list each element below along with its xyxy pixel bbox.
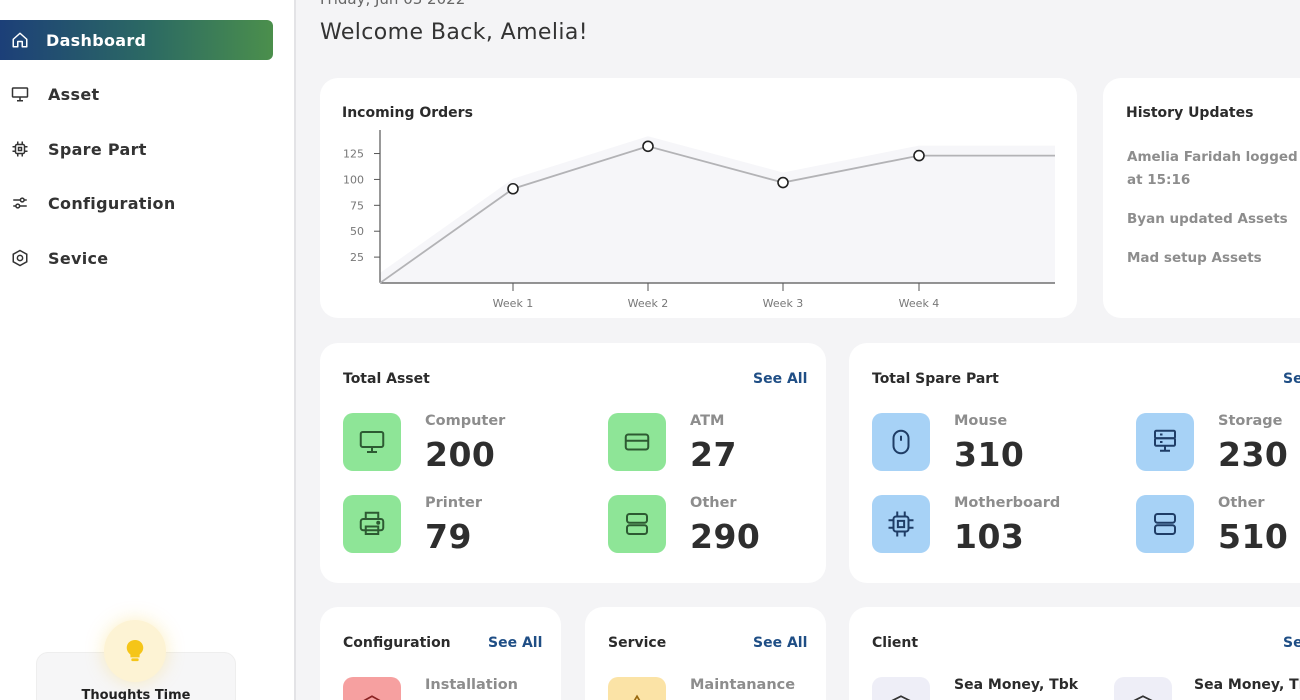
sidebar-item-label: Asset [48, 84, 100, 104]
lightbulb-icon [104, 620, 166, 682]
sidebar: Dashboard Asset Spare Part Configuration… [0, 0, 296, 700]
computer-stat-icon [343, 413, 401, 471]
stat-value: 103 [954, 517, 1025, 556]
total-asset-title: Total Asset [343, 371, 430, 387]
stat-label: Maintanance [690, 677, 796, 693]
sidebar-item-asset[interactable]: Asset [0, 74, 273, 114]
server-icon [608, 495, 666, 553]
stat-label: Mouse [954, 413, 1008, 429]
service-title: Service [608, 635, 667, 651]
data-point [642, 140, 654, 153]
history-item: Amelia Faridah logged at 15:16 [1127, 149, 1298, 188]
sidebar-item-label: Spare Part [48, 139, 147, 159]
chart-title: Incoming Orders [342, 105, 473, 121]
printer-icon [343, 495, 401, 553]
history-updates-card: History Updates Amelia Faridah logged at… [1103, 78, 1300, 318]
card-icon [608, 413, 666, 471]
y-tick-label: 100 [343, 173, 364, 186]
server-icon [1136, 495, 1194, 553]
y-tick-label: 125 [343, 148, 364, 161]
sidebar-item-spare-part[interactable]: Spare Part [0, 129, 273, 169]
sliders-icon [10, 193, 30, 213]
data-point [913, 149, 925, 162]
stat-value: 79 [425, 517, 472, 556]
stat-label: ATM [690, 413, 725, 429]
total-spare-part-title: Total Spare Part [872, 371, 999, 387]
history-item: Byan updated Assets [1127, 211, 1288, 227]
stat-label: Other [690, 495, 737, 511]
home-icon [10, 30, 30, 50]
incoming-orders-card: Incoming Orders 25 50 75 100 125 Week 1 Week 2… [320, 78, 1077, 318]
y-tick-label: 75 [350, 199, 364, 212]
monitor-icon [10, 84, 30, 104]
maintenance-icon [608, 677, 666, 700]
chart-area-fill [380, 136, 1055, 283]
installation-icon [343, 677, 401, 700]
x-tick-label: Week 3 [763, 297, 804, 310]
configuration-card: Configuration See All Installation [320, 607, 561, 700]
sidebar-item-configuration[interactable]: Configuration [0, 183, 273, 223]
incoming-orders-chart: 25 50 75 100 125 Week 1 Week 2 Week 3 Week 4 [343, 130, 1055, 310]
stat-value: 310 [954, 435, 1025, 474]
client-card: Client Se Sea Money, Tbk Sea Money, Tb [849, 607, 1300, 700]
client-name[interactable]: Sea Money, Tbk [954, 677, 1079, 693]
storage-icon [1136, 413, 1194, 471]
data-point [507, 182, 519, 195]
thoughts-title: Thoughts Time [81, 688, 191, 700]
stat-label: Storage [1218, 413, 1283, 429]
sidebar-item-label: Sevice [48, 248, 109, 268]
stat-label: Other [1218, 495, 1265, 511]
client-name[interactable]: Sea Money, Tb [1194, 677, 1300, 693]
x-tick-label: Week 2 [628, 297, 669, 310]
stat-label: Printer [425, 495, 482, 511]
stat-label: Motherboard [954, 495, 1061, 511]
service-card: Service See All Maintanance [585, 607, 826, 700]
x-tick-label: Week 4 [899, 297, 940, 310]
sidebar-item-label: Configuration [48, 193, 176, 213]
stat-value: 290 [690, 517, 761, 556]
see-all-link[interactable]: See All [488, 635, 543, 651]
chip-icon [872, 495, 930, 553]
hexagon-icon [10, 248, 30, 268]
client-title: Client [872, 635, 919, 651]
see-all-link[interactable]: Se [1283, 371, 1300, 387]
total-spare-part-card: Total Spare Part Se Mouse 310 Storage 23… [849, 343, 1300, 583]
stat-value: 27 [690, 435, 737, 474]
stat-value: 510 [1218, 517, 1289, 556]
sidebar-item-sevice[interactable]: Sevice [0, 238, 273, 278]
stat-label: Computer [425, 413, 506, 429]
sidebar-item-dashboard[interactable]: Dashboard [0, 20, 273, 60]
total-asset-card: Total Asset See All Computer 200 ATM 27 … [320, 343, 826, 583]
see-all-link[interactable]: See All [753, 371, 808, 387]
y-tick-label: 25 [350, 251, 364, 264]
configuration-title: Configuration [343, 635, 451, 651]
data-point [777, 176, 789, 189]
history-title: History Updates [1126, 105, 1254, 121]
sidebar-item-label: Dashboard [46, 30, 147, 50]
chip-icon [10, 139, 30, 159]
mouse-icon [872, 413, 930, 471]
shield-icon [872, 677, 930, 700]
x-tick-label: Week 1 [493, 297, 534, 310]
stat-value: 230 [1218, 435, 1289, 474]
current-date: Friday, Jun 03 2022 [320, 0, 465, 8]
series-line [379, 145, 1055, 284]
page-title: Welcome Back, Amelia! [320, 20, 588, 45]
y-tick-label: 50 [350, 225, 364, 238]
history-item: Mad setup Assets [1127, 250, 1262, 266]
see-all-link[interactable]: See All [753, 635, 808, 651]
shield-icon [1114, 677, 1172, 700]
stat-label: Installation [425, 677, 518, 693]
see-all-link[interactable]: Se [1283, 635, 1300, 651]
stat-value: 200 [425, 435, 496, 474]
